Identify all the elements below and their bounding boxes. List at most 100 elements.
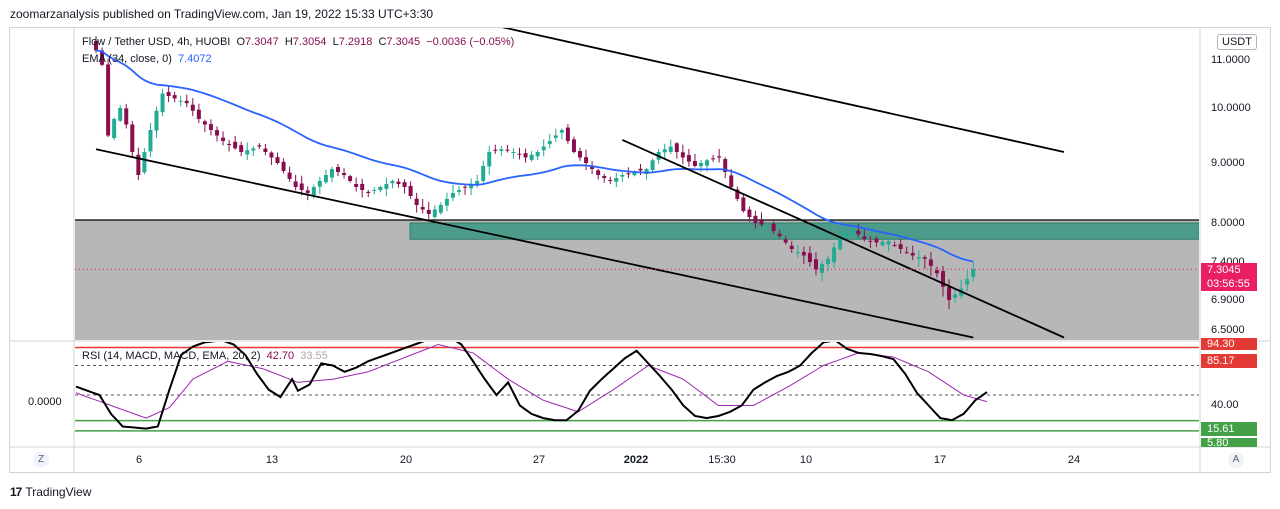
symbol-name: Flow / Tether USD, 4h, HUOBI	[82, 36, 231, 48]
candle-body	[444, 199, 449, 206]
candle-body	[965, 278, 970, 285]
trendline-descending-resistance	[621, 139, 1065, 339]
teal-zone	[409, 222, 1199, 240]
candle-body	[293, 181, 298, 187]
candle-body	[275, 157, 280, 163]
candle-body	[160, 93, 165, 113]
candle-body	[184, 100, 189, 104]
footer-brand[interactable]: 17 TradingView	[10, 485, 91, 499]
zoom-button[interactable]: Z	[33, 452, 49, 468]
candle-body	[971, 269, 976, 277]
candle-body	[789, 245, 794, 249]
candle-body	[578, 151, 582, 158]
candle-body	[390, 181, 395, 184]
candle-body	[481, 166, 486, 182]
candle-body	[269, 152, 274, 158]
candle-body	[934, 270, 939, 274]
candle-body	[886, 241, 891, 245]
currency-unit-button[interactable]: USDT	[1217, 34, 1257, 50]
rsi-left-value: 0.0000	[28, 396, 62, 408]
candle-body	[463, 186, 468, 188]
candle-body	[475, 181, 480, 185]
close-label: C	[378, 36, 387, 48]
candle-body	[112, 119, 117, 139]
rsi-value: 42.70	[266, 350, 295, 362]
candle-body	[100, 50, 105, 65]
candle-body	[378, 187, 383, 191]
candle-body	[662, 149, 667, 153]
rsi-line	[75, 342, 988, 430]
ema-legend: EMA (34, close, 0) 7.4072	[82, 53, 212, 65]
candle-body	[747, 209, 752, 217]
rsi-legend: RSI (14, MACD, MACD, EMA, 20, 2) 42.70 3…	[82, 350, 328, 362]
candle-body	[148, 130, 153, 152]
auto-scale-button[interactable]: A	[1228, 452, 1244, 468]
candle-body	[807, 252, 812, 262]
gray-range-zone	[75, 220, 1199, 340]
candle-body	[414, 198, 419, 205]
candle-body	[608, 180, 613, 182]
candle-body	[832, 247, 837, 263]
candle-body	[317, 181, 322, 187]
candle-body	[281, 161, 286, 171]
candle-body	[753, 215, 758, 223]
candle-body	[644, 169, 649, 175]
candle-body	[305, 190, 310, 193]
candle-body	[765, 226, 770, 228]
candle-body	[221, 137, 226, 141]
publish-info: zoomarzanalysis published on TradingView…	[10, 7, 434, 21]
rsi-label: RSI (14, MACD, MACD, EMA, 20, 2)	[82, 350, 261, 362]
candle-body	[94, 40, 98, 51]
candle-body	[771, 223, 776, 232]
candle-body	[668, 146, 673, 152]
candle-body	[493, 149, 498, 151]
candle-body	[910, 253, 915, 256]
low-value: 7.2918	[338, 36, 373, 48]
bar-countdown-tag: 03:56:55	[1201, 277, 1257, 291]
trendline-lower-channel	[95, 148, 974, 339]
candle-body	[523, 153, 528, 158]
rsi-pane	[75, 342, 1199, 432]
rsi-band-85: 85.17	[1201, 354, 1257, 368]
candle-body	[432, 209, 437, 217]
candle-body	[826, 258, 831, 264]
price-tick-6-9: 6.9000	[1211, 294, 1245, 306]
candle-body	[729, 175, 734, 187]
candle-body	[457, 190, 461, 192]
rsi-band-5: 5.80	[1201, 438, 1257, 447]
rsi-ma-line	[75, 343, 988, 419]
candle-body	[584, 157, 589, 163]
price-tick-11: 11.0000	[1211, 54, 1250, 66]
candle-body	[898, 244, 903, 249]
high-label: H	[284, 36, 293, 48]
candle-body	[348, 176, 353, 181]
candle-body	[342, 173, 347, 175]
ema-label: EMA (34, close, 0)	[82, 53, 172, 65]
candle-body	[420, 206, 425, 210]
candle-body	[130, 124, 135, 152]
candle-body	[813, 259, 818, 270]
candle-body	[686, 155, 691, 162]
chart-frame[interactable]	[9, 27, 1271, 473]
ema-value: 7.4072	[178, 53, 212, 65]
candle-body	[571, 139, 576, 152]
candle-body	[535, 152, 540, 157]
candle-body	[366, 191, 371, 193]
candle-body	[251, 148, 256, 151]
candle-body	[638, 168, 643, 171]
candle-body	[263, 148, 268, 152]
low-label: L	[332, 36, 339, 48]
candle-body	[723, 159, 728, 172]
candle-body	[620, 175, 625, 177]
tradingview-logo-icon: 17	[10, 485, 22, 499]
candle-body	[142, 152, 147, 173]
candle-body	[547, 141, 552, 145]
candle-body	[402, 182, 407, 187]
candle-body	[227, 143, 232, 145]
open-label: O	[236, 36, 246, 48]
candle-body	[650, 160, 655, 171]
candle-body	[565, 127, 570, 141]
candle-body	[487, 152, 492, 167]
candle-body	[680, 152, 685, 158]
